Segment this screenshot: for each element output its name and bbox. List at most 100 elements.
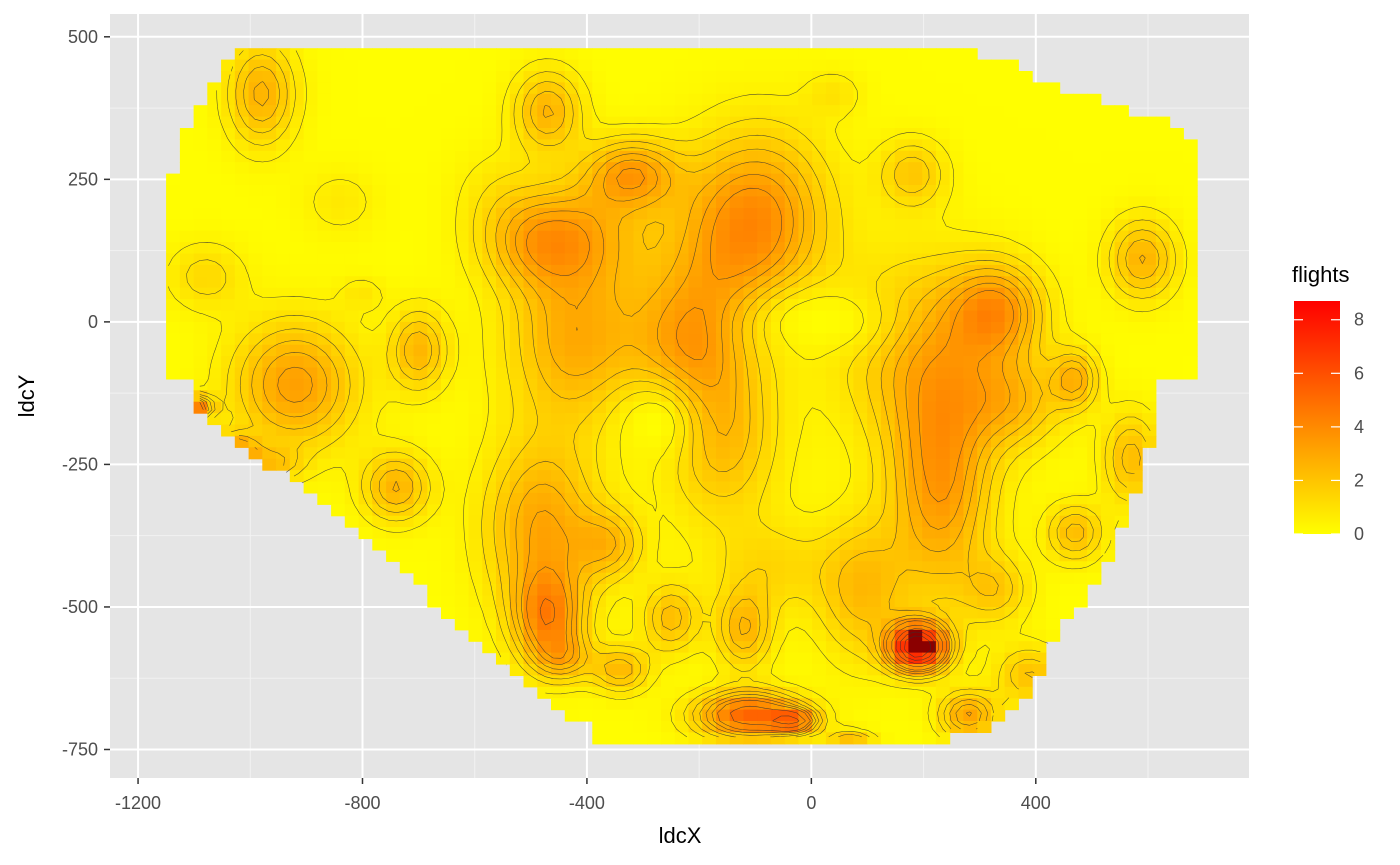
heat-tile [331,219,346,232]
heat-tile [798,549,813,562]
heat-tile [496,310,511,323]
heat-tile [193,162,208,175]
heat-tile [509,230,525,243]
heat-tile [537,538,552,551]
heat-tile [853,549,868,562]
heat-tile [262,128,277,140]
heat-tile [894,504,909,517]
heat-tile [647,321,662,334]
heat-tile [441,504,456,517]
heat-tile [537,321,552,334]
heat-tile [303,447,318,460]
heat-tile [743,173,758,186]
heat-tile [1045,276,1061,289]
heat-tile [276,367,291,380]
heat-tile [344,310,360,323]
heat-tile [578,401,593,414]
heat-tile [564,413,580,426]
heat-tile [317,207,332,220]
heat-tile [688,93,703,106]
heat-tile [179,162,195,175]
heat-tile [688,504,703,517]
heat-tile [674,333,689,346]
heat-tile [716,561,731,574]
heat-tile [935,607,951,619]
heat-tile [853,401,868,414]
heat-tile [619,196,634,209]
heat-tile [344,344,360,357]
heat-tile [1004,253,1019,266]
heat-tile [454,139,470,152]
heat-tile [880,185,896,197]
heat-tile [399,470,415,483]
heat-tile [509,538,525,551]
heat-tile [647,504,662,517]
heat-tile [1128,299,1143,312]
heat-tile [578,253,593,266]
heat-tile [729,196,744,209]
heat-tile [1183,196,1198,209]
heat-tile [234,276,250,289]
heat-tile [317,196,332,209]
heat-tile [1059,242,1074,255]
heat-tile [1155,207,1171,220]
heat-tile [853,481,868,494]
heat-tile [716,139,731,152]
heat-tile [825,128,841,140]
heat-tile [771,709,786,722]
heat-tile [688,219,703,232]
heat-tile [317,48,332,61]
heat-tile [1018,618,1033,631]
heat-tile [578,458,593,471]
heat-tile [1032,549,1047,562]
heat-tile [303,162,318,175]
heat-tile [729,561,744,574]
heat-tile [1073,321,1088,334]
heat-tile [935,721,951,733]
heat-tile [812,424,827,437]
heat-tile [935,207,951,220]
heat-tile [496,116,511,129]
heat-tile [990,219,1006,232]
heat-tile [702,549,717,562]
heat-tile [578,641,593,654]
heat-tile [289,219,305,232]
heat-tile [949,390,964,403]
heat-tile [867,59,882,72]
heat-tile [922,71,937,83]
heat-tile [441,470,456,483]
heat-tile [798,504,813,517]
heat-tile [674,675,689,688]
heat-tile [372,435,387,448]
heat-tile [537,618,552,631]
heat-tile [716,595,731,608]
heat-tile [716,458,731,471]
heat-tile [344,333,360,346]
heat-tile [468,584,483,597]
heat-tile [619,48,634,61]
heat-tile [289,253,305,266]
heat-tile [908,470,923,483]
heat-tile [386,504,401,517]
heat-tile [413,48,428,61]
heat-tile [661,492,676,505]
heat-tile [441,458,456,471]
heat-tile [1018,173,1033,186]
heat-tile [1045,549,1061,562]
heat-tile [880,105,896,118]
heat-tile [880,709,896,722]
heat-tile [262,162,277,175]
heat-tile [1045,356,1061,369]
heat-tile [551,310,566,323]
heat-tile [331,492,346,505]
heat-tile [592,264,607,277]
heat-tile [276,276,291,289]
heat-tile [441,527,456,540]
heat-tile [331,356,346,369]
heat-tile [1004,401,1019,414]
heat-tile [674,709,689,722]
heat-tile [1073,128,1088,140]
heat-tile [729,185,744,197]
heat-tile [276,173,291,186]
heat-tile [496,162,511,175]
